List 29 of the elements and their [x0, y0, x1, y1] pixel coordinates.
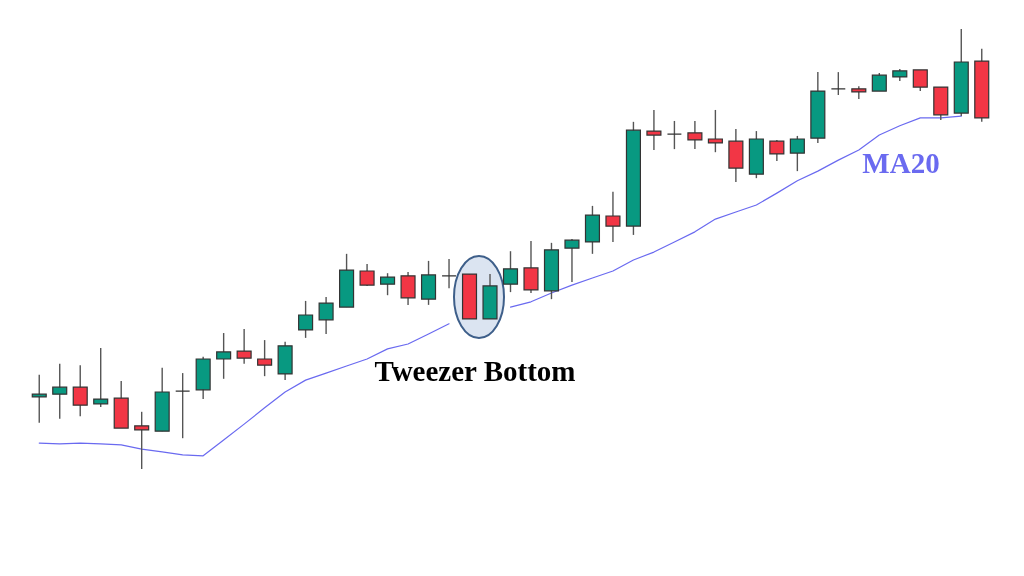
candlestick: [789, 135, 805, 172]
candlestick: [318, 296, 334, 335]
candlestick: [707, 109, 723, 153]
candlestick: [400, 271, 416, 306]
candlestick: [175, 372, 191, 439]
candlestick: [52, 363, 68, 420]
candlestick: [236, 328, 252, 365]
series-label: MA20: [862, 147, 940, 179]
candlestick: [298, 300, 314, 339]
candlestick: [441, 258, 457, 289]
candlestick: [564, 238, 580, 283]
candlestick: [380, 272, 396, 296]
candlestick: [687, 120, 703, 150]
candlestick: [666, 120, 682, 150]
candlestick: [871, 72, 887, 92]
candlestick: [912, 69, 928, 92]
candlestick: [72, 364, 88, 417]
candlestick: [93, 347, 109, 408]
candlestick: [359, 263, 375, 287]
candlestick: [134, 411, 150, 470]
candlestick: [216, 332, 232, 380]
candlestick: [646, 109, 662, 151]
annotation: Tweezer Bottom: [374, 355, 576, 387]
candlestick: [502, 250, 519, 293]
candlestick: [257, 339, 273, 377]
candlestick: [523, 240, 539, 294]
candlestick: [830, 71, 846, 96]
candlestick: [605, 191, 621, 243]
candlestick: [769, 139, 785, 162]
